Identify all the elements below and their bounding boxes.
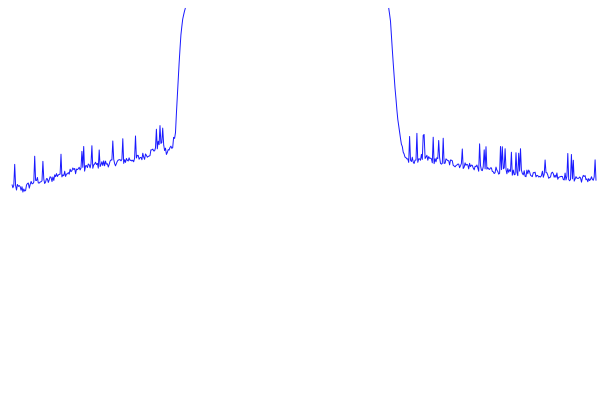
series-line-segment-2 <box>388 7 597 183</box>
series-line-segment-1 <box>11 7 186 193</box>
series-layer <box>11 7 597 193</box>
